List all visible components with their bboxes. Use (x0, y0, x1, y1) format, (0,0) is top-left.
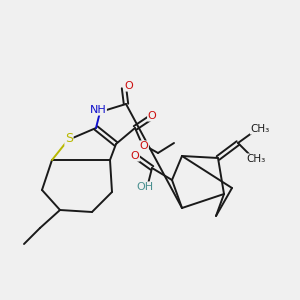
Text: O: O (140, 141, 148, 151)
Text: CH₃: CH₃ (246, 154, 266, 164)
Text: O: O (130, 151, 140, 161)
Text: S: S (65, 133, 73, 146)
Text: O: O (148, 111, 156, 121)
Text: NH: NH (90, 105, 106, 115)
Text: O: O (124, 81, 134, 91)
Text: OH: OH (136, 182, 154, 192)
Text: CH₃: CH₃ (250, 124, 270, 134)
